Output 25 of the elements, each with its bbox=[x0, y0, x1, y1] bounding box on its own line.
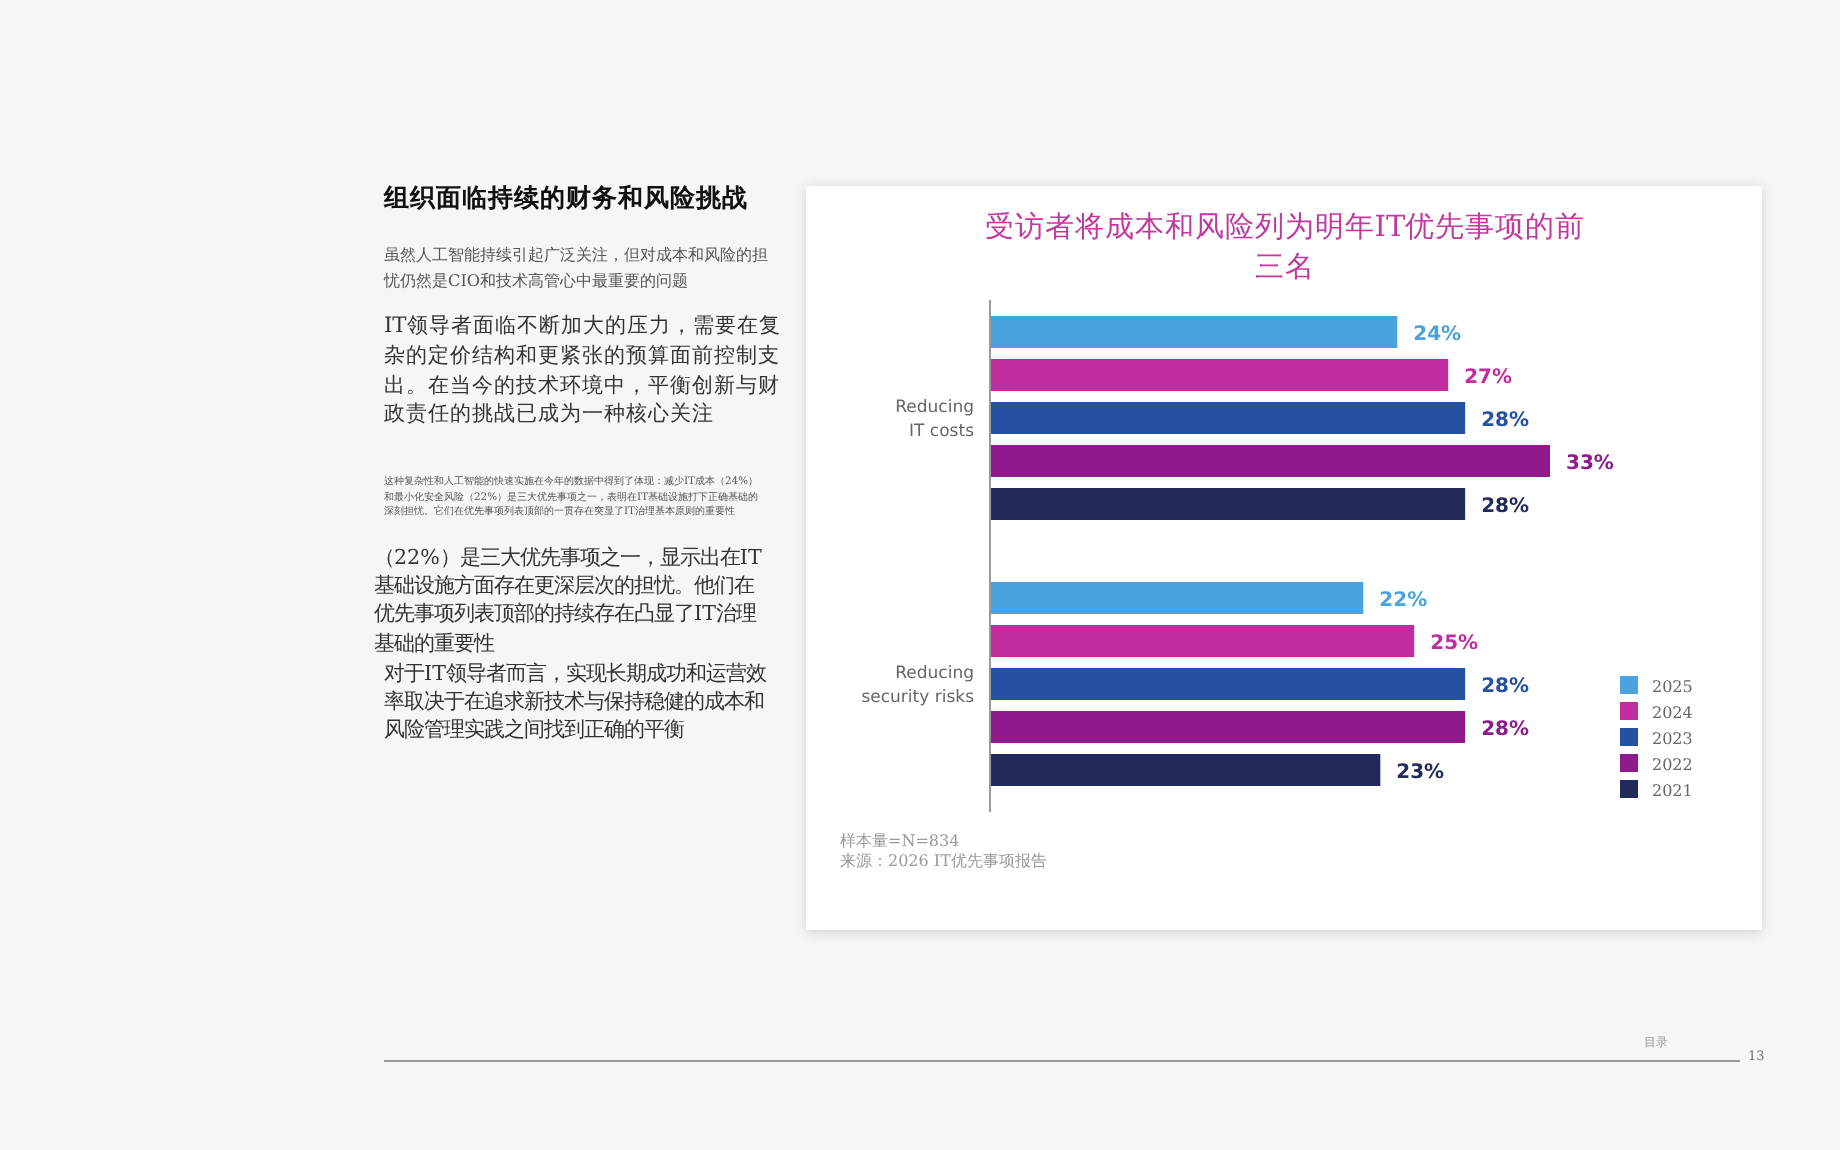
source-note: 来源：2026 IT优先事项报告 bbox=[840, 852, 1049, 872]
text: 虽然人工智能持续引起广泛关注，但对成本和风险的担忧仍然是CIO和技术高管心中最重要的问题 bbox=[384, 242, 770, 293]
legend-label: 2022 bbox=[1652, 756, 1693, 774]
data-label: 24% bbox=[1413, 324, 1462, 346]
text: 组织面临持续的财务和风险挑战 bbox=[384, 182, 750, 215]
legend-label: 2024 bbox=[1652, 704, 1693, 722]
data-label: 22% bbox=[1379, 590, 1428, 612]
data-label: 28% bbox=[1481, 410, 1530, 432]
data-label: 33% bbox=[1566, 453, 1614, 475]
data-label: 25% bbox=[1430, 633, 1479, 655]
chart-title: 受访者将成本和风险列为明年IT优先事项的前三名 bbox=[982, 209, 1588, 289]
data-label: 27% bbox=[1464, 367, 1513, 389]
legend-label: 2021 bbox=[1652, 782, 1693, 800]
text: 样本量=N=834 bbox=[840, 832, 962, 852]
data-label: 28% bbox=[1481, 676, 1530, 698]
legend-label: 2025 bbox=[1652, 678, 1693, 696]
text: （22%）是三大优先事项之一，显示出在IT基础设施方面存在更深层次的担忧。他们在优先事项列表顶部的持续存在凸显了IT治理基础的重要性 bbox=[374, 544, 764, 658]
legend-label: 2023 bbox=[1652, 730, 1693, 748]
data-label: 23% bbox=[1396, 762, 1445, 784]
data-label: 28% bbox=[1481, 496, 1530, 518]
y-tick-label: Reducing security risks bbox=[861, 663, 976, 708]
text: IT领导者面临不断加大的压力，需要在复杂的定价结构和更紧张的预算面前控制支出。在当今的技术环境中，平衡创新与财政责任的挑战已成为一种核心关注 bbox=[384, 312, 783, 431]
y-tick-label: Reducing IT costs bbox=[895, 397, 976, 442]
text: 对于IT领导者而言，实现长期成功和运营效率取决于在追求新技术与保持稳健的成本和风险管理实践之间找到正确的平衡 bbox=[384, 660, 768, 746]
data-label: 28% bbox=[1481, 719, 1530, 741]
